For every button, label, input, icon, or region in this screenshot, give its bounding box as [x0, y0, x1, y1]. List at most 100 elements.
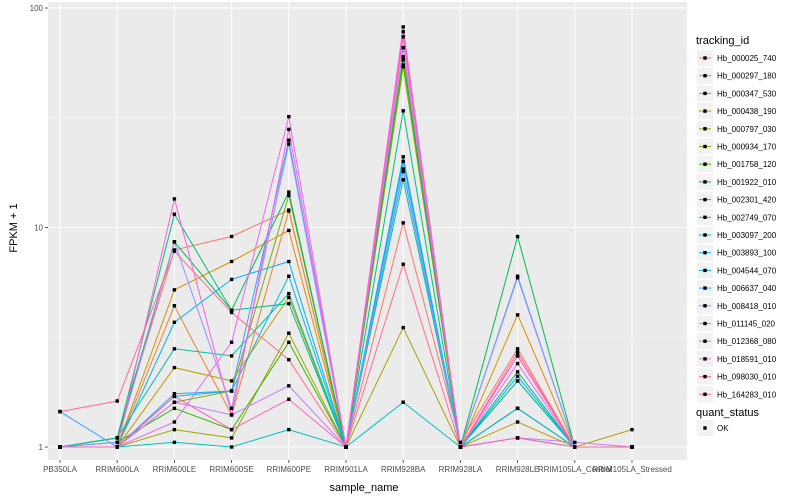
legend-swatch-point [703, 304, 707, 308]
data-point-Hb_012368_080 [172, 420, 177, 424]
x-tick-label: RRIM600LA [95, 465, 139, 474]
data-point-Hb_002301_420 [172, 212, 177, 216]
data-point-Hb_011145_020 [287, 384, 291, 388]
data-point-Hb_002749_070 [401, 178, 405, 182]
data-point-Hb_000797_030 [401, 325, 405, 330]
data-point-Hb_000797_030 [630, 427, 634, 432]
data-point-Hb_018591_010 [515, 354, 520, 358]
legend-swatch-point [703, 162, 707, 166]
data-point-Hb_000438_190 [401, 63, 405, 67]
x-tick-label: RRIM600LE [153, 465, 197, 474]
data-point-Hb_006637_040 [229, 389, 234, 393]
x-tick-label: RRIM928LA [439, 465, 483, 474]
legend-label: Hb_004544_070 [717, 266, 777, 275]
y-axis: 1 10 100 [30, 4, 48, 452]
data-point-Hb_001922_010 [287, 190, 291, 194]
legend-label: Hb_008418_010 [717, 302, 777, 311]
data-point-Hb_012368_080 [287, 114, 291, 119]
legend-label: Hb_000347_530 [717, 89, 777, 98]
data-point-Hb_164283_010 [630, 445, 634, 449]
legend-label: Hb_002301_420 [717, 196, 777, 205]
data-point-Hb_004544_070 [287, 259, 291, 264]
data-point-Hb_001922_010 [401, 54, 405, 59]
data-point-Hb_098030_010 [115, 445, 119, 449]
x-tick-label: RRIM928BA [381, 465, 426, 474]
legend-label: Hb_164283_010 [717, 390, 777, 399]
data-point-Hb_012368_080 [229, 340, 234, 344]
legend-swatch-point [703, 109, 707, 113]
data-point-Hb_001922_010 [515, 234, 520, 239]
data-point-Hb_000297_180 [287, 209, 291, 213]
x-tick-label: RRIM928LE [496, 465, 540, 474]
legend-label: Hb_098030_010 [717, 373, 777, 382]
data-point-Hb_008418_010 [229, 406, 234, 411]
legend-label: Hb_012368_080 [717, 337, 777, 346]
data-point-Hb_002749_070 [172, 347, 177, 351]
data-point-Hb_000347_530 [172, 288, 177, 292]
legend-label: Hb_003893_100 [717, 249, 777, 258]
data-point-Hb_000438_190 [172, 365, 177, 370]
data-point-Hb_098030_010 [515, 436, 520, 440]
y-tick-label: 1 [39, 443, 44, 452]
data-point-Hb_004544_070 [401, 159, 405, 164]
data-point-Hb_004544_070 [515, 374, 520, 378]
data-point-Hb_008418_010 [515, 276, 520, 280]
legend-swatch-point [703, 91, 707, 96]
legend-swatch-point [703, 56, 707, 60]
legend-label: Hb_000025_740 [717, 54, 777, 63]
legend-swatch-point [703, 74, 707, 78]
data-point-Hb_000934_170 [401, 65, 405, 69]
data-point-Hb_098030_010 [287, 397, 291, 401]
data-point-Hb_000347_530 [229, 259, 234, 264]
x-tick-label: RRIM105LA_Stressed [592, 465, 672, 474]
shape-legend-point [703, 426, 707, 430]
data-point-Hb_164283_010 [58, 409, 62, 414]
legend-swatch-point [703, 357, 707, 361]
legend-label: Hb_011145_020 [717, 320, 776, 329]
data-point-Hb_000438_190 [515, 420, 520, 424]
data-point-Hb_164283_010 [287, 357, 291, 362]
data-point-Hb_002749_070 [515, 379, 520, 383]
y-axis-title: FPKM + 1 [8, 203, 20, 252]
data-point-Hb_000438_190 [287, 295, 291, 300]
data-point-Hb_003097_200 [172, 440, 177, 445]
legend-label: Hb_001922_010 [717, 178, 777, 187]
data-point-Hb_018591_010 [172, 197, 177, 201]
data-point-Hb_011145_020 [573, 440, 577, 445]
data-point-Hb_008418_010 [287, 142, 291, 146]
data-point-Hb_000797_030 [229, 436, 234, 440]
legend-swatch-point [703, 144, 707, 149]
data-point-Hb_003097_200 [287, 427, 291, 432]
data-point-Hb_164283_010 [515, 350, 520, 355]
legend-swatch-point [703, 180, 707, 184]
data-point-Hb_000347_530 [401, 58, 405, 62]
y-tick-label: 10 [34, 224, 43, 233]
legend-swatch-point [703, 339, 707, 343]
x-tick-label: PB350LA [43, 465, 77, 474]
data-point-Hb_003097_200 [401, 400, 405, 404]
legend-swatch-point [703, 268, 707, 273]
data-point-Hb_001758_120 [172, 406, 177, 411]
legend-label: Hb_001758_120 [717, 160, 777, 169]
data-point-Hb_006637_040 [287, 138, 291, 142]
legend-entries: Hb_000025_740 Hb_000297_180 Hb_000347_530 H… [697, 50, 777, 403]
data-point-Hb_000934_170 [287, 193, 291, 198]
data-point-Hb_098030_010 [58, 445, 62, 449]
data-point-Hb_000438_190 [229, 379, 234, 383]
legend-title-quant-status: quant_status [696, 407, 759, 419]
data-point-Hb_000025_740 [458, 440, 463, 445]
data-point-Hb_018591_010 [287, 127, 291, 132]
shape-legend: OK [697, 420, 729, 436]
legend-label: Hb_003097_200 [717, 231, 777, 240]
data-point-Hb_002749_070 [115, 436, 119, 440]
data-point-Hb_000797_030 [287, 331, 291, 335]
legend-label: Hb_002749_070 [717, 213, 777, 222]
data-point-Hb_002749_070 [287, 291, 291, 296]
data-point-Hb_000347_530 [515, 313, 520, 317]
x-tick-label: RRIM105LA_Control [538, 465, 612, 474]
legend-swatch-point [703, 233, 707, 237]
shape-legend-label: OK [717, 424, 729, 433]
data-point-Hb_004544_070 [172, 320, 177, 324]
data-point-Hb_003097_200 [229, 445, 234, 449]
legend-swatch-point [703, 127, 707, 131]
